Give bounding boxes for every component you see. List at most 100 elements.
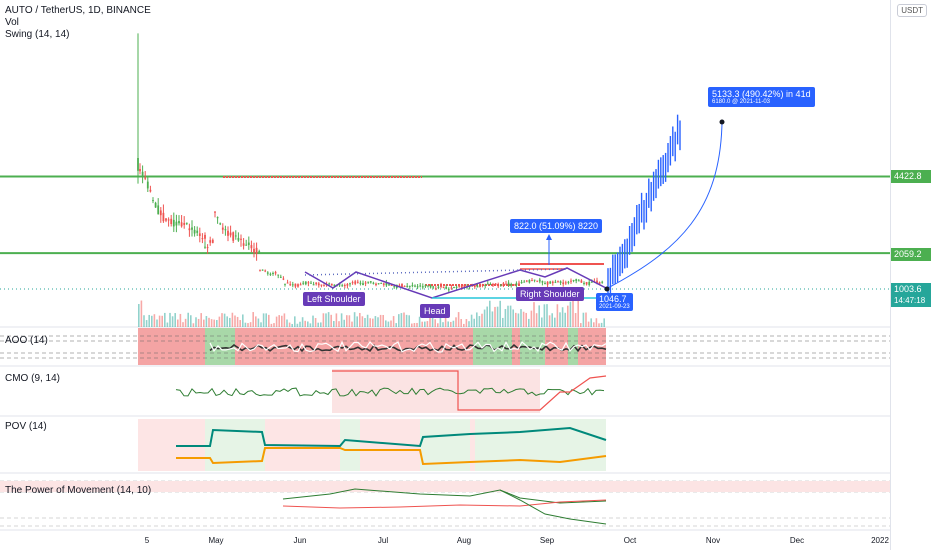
candle-body bbox=[356, 281, 359, 283]
volume-bar bbox=[156, 319, 158, 327]
candle-body bbox=[463, 284, 466, 288]
volume-bar bbox=[278, 315, 280, 327]
volume-bar bbox=[457, 312, 460, 327]
volume-bar bbox=[268, 314, 270, 327]
candle-body bbox=[227, 230, 229, 236]
volume-bar bbox=[291, 323, 293, 327]
candle-body bbox=[375, 283, 377, 286]
pov-bull-line bbox=[176, 426, 607, 448]
volume-bar bbox=[161, 315, 163, 327]
volume-bar bbox=[543, 304, 546, 327]
candle-body bbox=[146, 181, 149, 189]
time-tick-label: Oct bbox=[624, 536, 637, 545]
volume-bar bbox=[569, 301, 572, 327]
volume-bar bbox=[556, 304, 559, 327]
candle-body bbox=[137, 158, 139, 171]
candle-body bbox=[398, 285, 401, 287]
candle-body bbox=[512, 284, 515, 286]
volume-bar bbox=[177, 319, 179, 327]
right-shoulder-label[interactable]: Right Shoulder bbox=[516, 287, 584, 301]
head-label[interactable]: Head bbox=[420, 304, 450, 318]
pov-legend[interactable]: POV (14) bbox=[5, 421, 47, 432]
candle-body bbox=[219, 223, 222, 225]
volume-bar bbox=[205, 316, 208, 327]
volume-bar bbox=[247, 323, 249, 327]
cmo-background-band bbox=[458, 369, 540, 413]
volume-bar bbox=[270, 323, 273, 327]
volume-bar bbox=[600, 322, 603, 327]
currency-badge[interactable]: USDT bbox=[897, 4, 927, 17]
candle-body bbox=[198, 233, 201, 237]
candle-body bbox=[570, 280, 572, 282]
volume-bar bbox=[551, 313, 553, 327]
price-axis[interactable]: USDT bbox=[890, 0, 932, 550]
symbol-title[interactable]: AUTO / TetherUS, 1D, BINANCE bbox=[5, 5, 151, 16]
volume-bar bbox=[512, 309, 514, 327]
volume-bar bbox=[327, 312, 330, 327]
volume-bar bbox=[580, 323, 582, 327]
volume-bar bbox=[262, 313, 265, 327]
volume-bar bbox=[559, 312, 561, 327]
candle-body bbox=[338, 284, 341, 286]
candle-body bbox=[549, 281, 552, 284]
volume-bar bbox=[541, 317, 543, 327]
volume-bar bbox=[598, 323, 600, 327]
candle-body bbox=[139, 168, 141, 172]
volume-bar bbox=[478, 316, 481, 327]
candle-body bbox=[159, 210, 162, 216]
volume-bar bbox=[377, 317, 379, 327]
candle-body bbox=[367, 281, 370, 283]
candle-body bbox=[559, 281, 562, 283]
cmo-legend[interactable]: CMO (9, 14) bbox=[5, 373, 61, 384]
candle-body bbox=[185, 222, 188, 224]
volume-bar bbox=[208, 317, 210, 327]
volume-bar bbox=[294, 316, 296, 327]
cmo-background bbox=[332, 369, 540, 413]
tpm-legend[interactable]: The Power of Movement (14, 10) bbox=[5, 485, 152, 496]
level-tag-upper: 4422.8 bbox=[891, 170, 931, 183]
candle-body bbox=[343, 285, 346, 287]
candle-body bbox=[229, 232, 232, 236]
candle-body bbox=[362, 283, 364, 286]
volume-bar bbox=[226, 316, 228, 327]
volume-bar bbox=[260, 322, 262, 327]
volume-bar bbox=[538, 305, 540, 327]
candle-body bbox=[421, 286, 424, 288]
volume-series bbox=[138, 298, 605, 327]
pov-background bbox=[138, 419, 606, 471]
candle-body bbox=[315, 282, 318, 285]
candle-body bbox=[453, 286, 455, 288]
volume-bar bbox=[317, 322, 319, 327]
aoo-background-band bbox=[138, 328, 205, 365]
price-date-label[interactable]: 1046.7 2021-09-23 bbox=[596, 293, 633, 311]
swing-legend[interactable]: Swing (14, 14) bbox=[5, 29, 70, 40]
volume-bar bbox=[509, 305, 512, 327]
volume-bar bbox=[299, 321, 301, 327]
volume-bar bbox=[223, 313, 226, 327]
volume-bar bbox=[353, 312, 356, 327]
candle-body bbox=[154, 202, 157, 208]
aoo-legend[interactable]: AOO (14) bbox=[5, 335, 48, 346]
candle-body bbox=[141, 171, 144, 176]
volume-bar bbox=[400, 313, 403, 327]
volume-bar bbox=[351, 321, 353, 327]
volume-bar bbox=[286, 319, 288, 327]
measure-small-label[interactable]: 822.0 (51.09%) 8220 bbox=[510, 219, 603, 233]
volume-bar bbox=[481, 313, 483, 327]
volume-bar bbox=[496, 306, 499, 327]
volume-bar bbox=[203, 319, 205, 327]
volume-bar bbox=[450, 321, 452, 327]
measure-big-label[interactable]: 5133.3 (490.42%) in 41d 6180.0 @ 2021-11… bbox=[708, 87, 815, 107]
volume-bar bbox=[356, 316, 358, 327]
volume-bar bbox=[476, 312, 478, 327]
volume-bar bbox=[515, 312, 517, 327]
volume-legend[interactable]: Vol bbox=[5, 17, 19, 28]
candle-body bbox=[258, 251, 261, 253]
candle-body bbox=[390, 284, 393, 286]
volume-bar bbox=[200, 313, 202, 327]
left-shoulder-label[interactable]: Left Shoulder bbox=[303, 292, 365, 306]
candle-body bbox=[299, 284, 302, 286]
candle-body bbox=[191, 227, 193, 230]
volume-bar bbox=[244, 322, 247, 327]
